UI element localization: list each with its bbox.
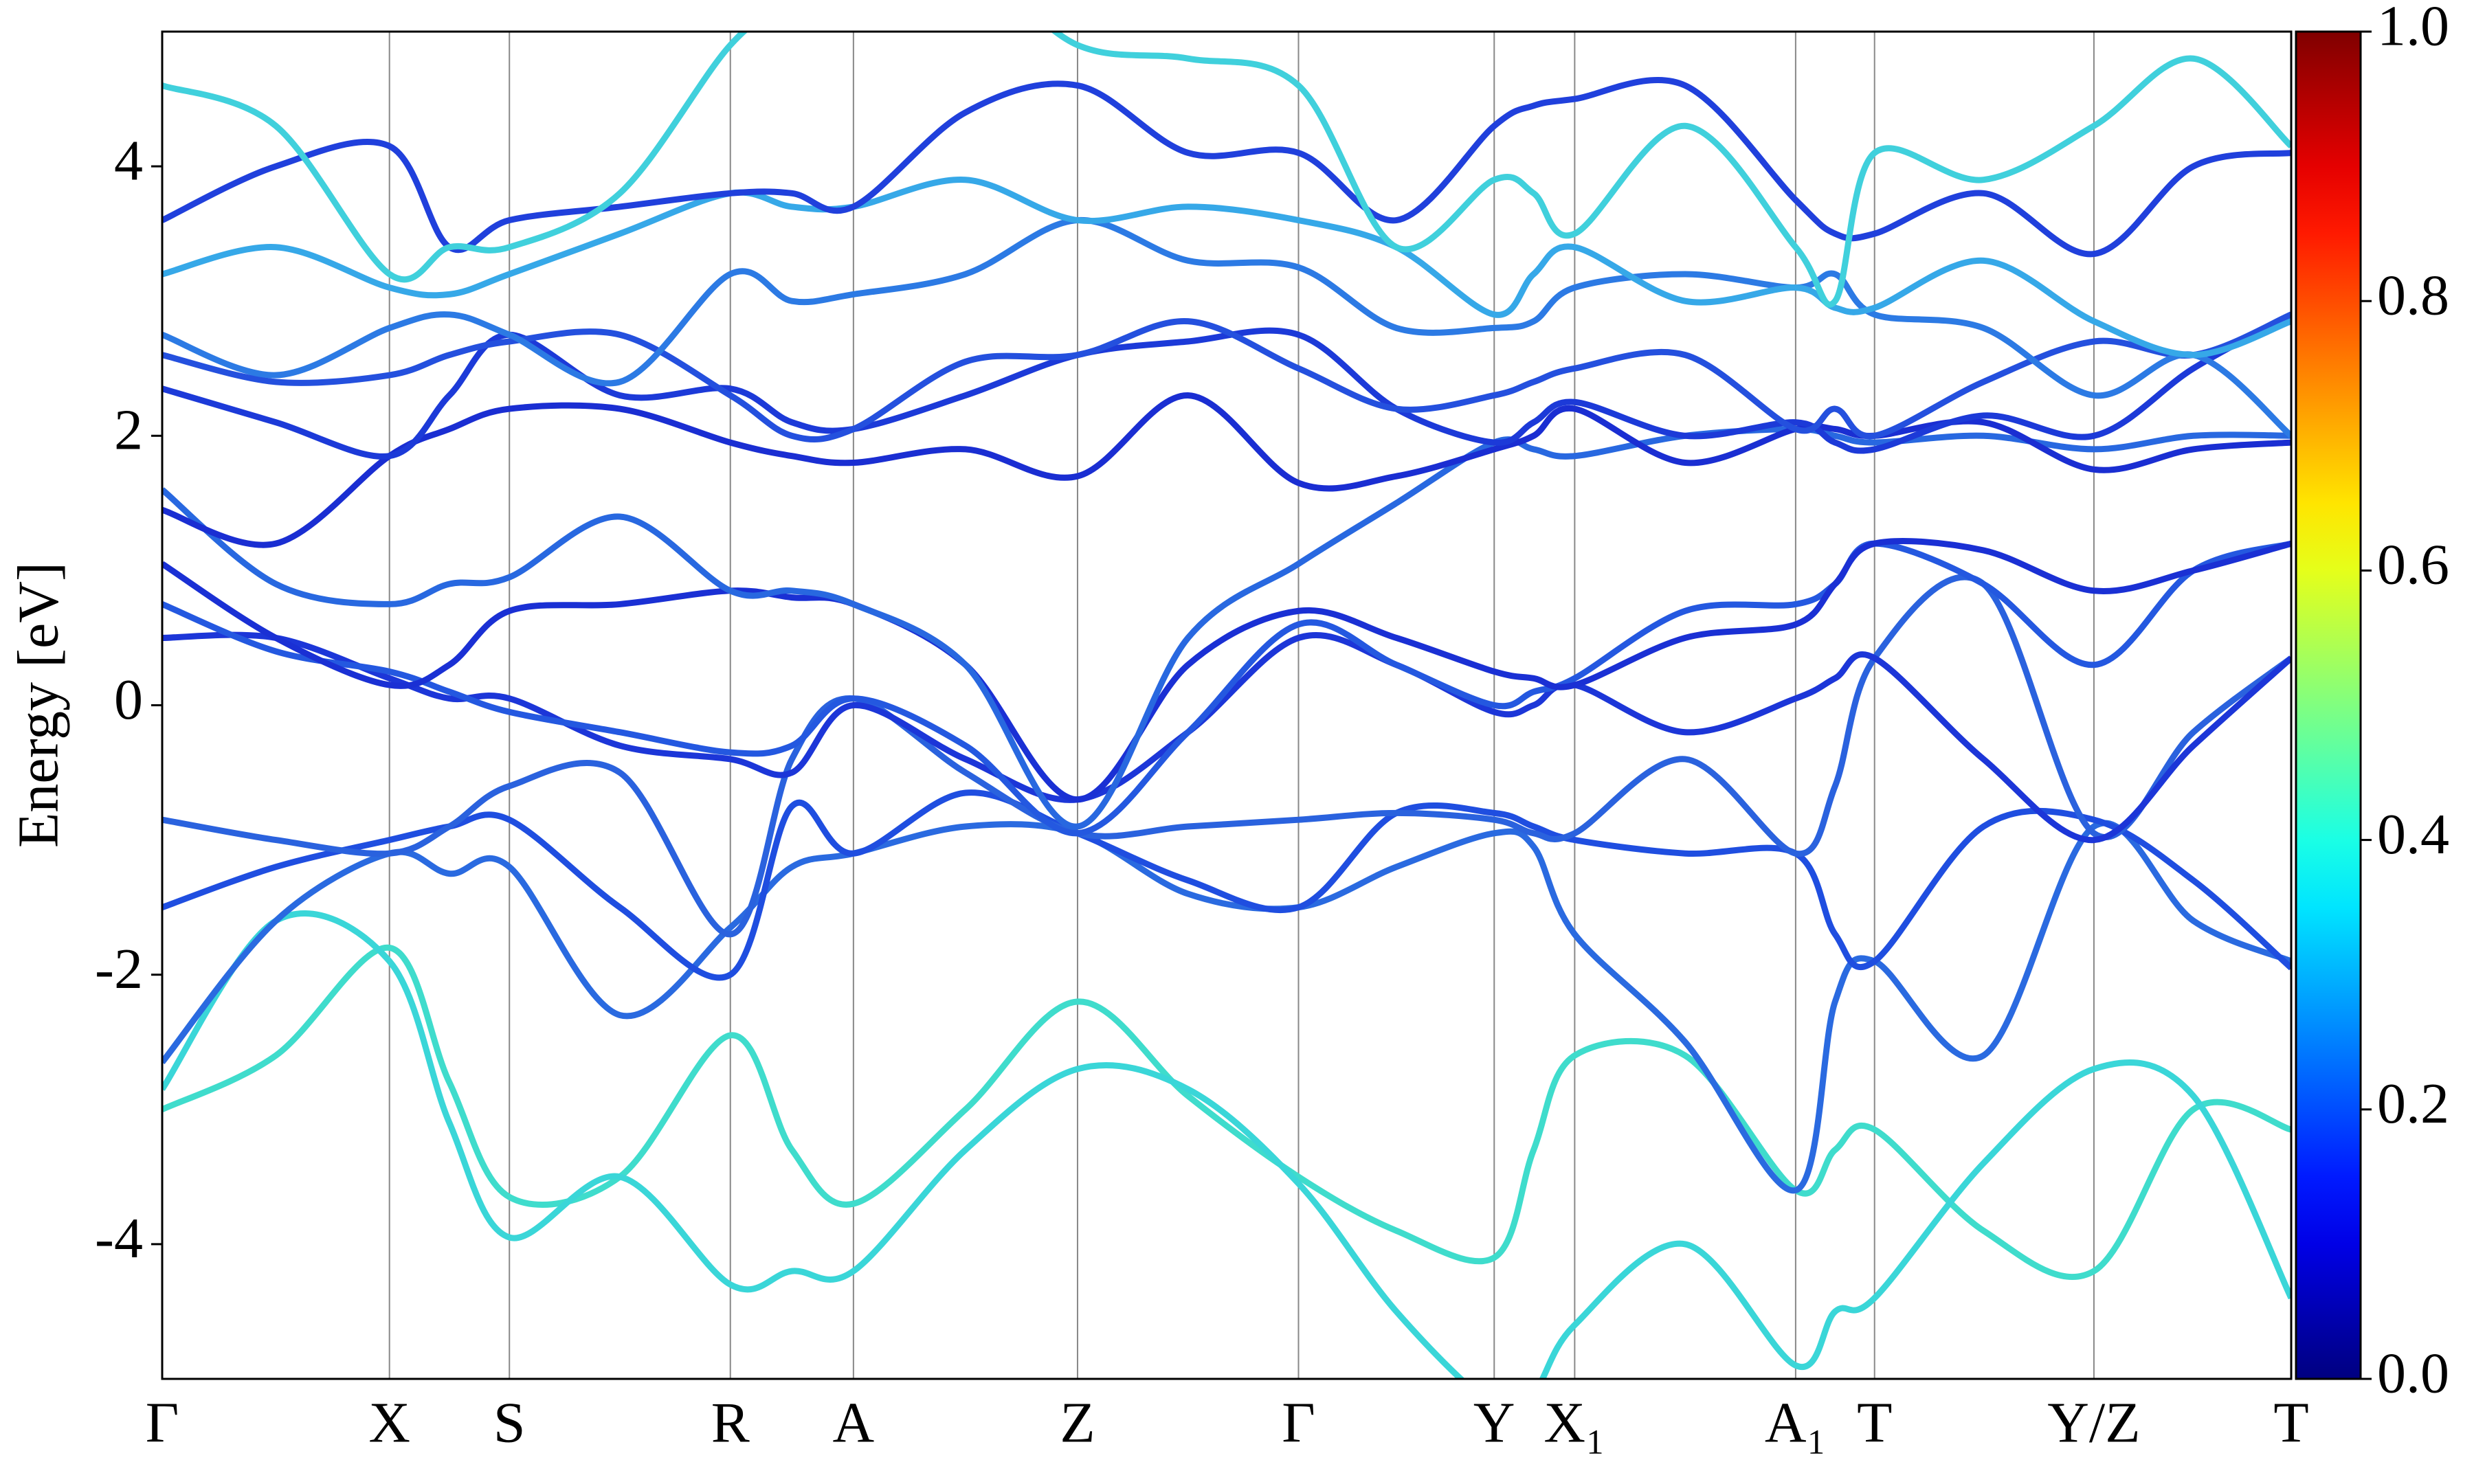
y-axis-label: Energy [eV]	[6, 562, 70, 848]
x-tick-label: X	[368, 1391, 410, 1454]
colorbar-tick-label: 0.4	[2377, 802, 2449, 866]
colorbar-tick-label: 0.2	[2377, 1072, 2449, 1136]
y-tick-label: 4	[114, 128, 143, 192]
y-tick-label: 0	[114, 668, 143, 732]
x-tick-label: A	[833, 1391, 875, 1454]
y-tick-label: -2	[95, 937, 143, 1001]
band	[162, 425, 2291, 830]
x-tick-label: Z	[1060, 1391, 1095, 1454]
x-tick-label: T	[1857, 1391, 1892, 1454]
band	[162, 944, 2291, 1281]
band	[162, 631, 2291, 844]
y-tick-label: -4	[95, 1206, 143, 1270]
x-tick-label: S	[493, 1391, 526, 1454]
colorbar-tick-label: 0.6	[2377, 533, 2449, 597]
x-tick-label: T	[2273, 1391, 2308, 1454]
y-tick-label: 2	[114, 398, 143, 462]
x-tick-label: R	[711, 1391, 750, 1454]
band	[162, 574, 2291, 938]
band	[162, 76, 2291, 258]
x-tick-label: Γ	[1282, 1391, 1315, 1454]
band	[162, 217, 2291, 438]
band	[162, 540, 2291, 837]
band	[162, 789, 2291, 981]
band	[162, 538, 2291, 803]
colorbar-tick-label: 0.0	[2377, 1341, 2449, 1405]
band	[162, 910, 2291, 1379]
x-tick-label: X₁	[1544, 1391, 1605, 1454]
bands	[162, 32, 2291, 1379]
plot-frame	[161, 30, 2293, 1380]
x-tick-label: Y/Z	[2047, 1391, 2140, 1454]
band	[162, 820, 2291, 1194]
band	[162, 32, 2291, 308]
x-tick-label: Γ	[146, 1391, 179, 1454]
x-tick-label: A₁	[1765, 1391, 1827, 1454]
colorbar-tick-label: 1.0	[2377, 0, 2449, 58]
colorbar	[2295, 30, 2362, 1380]
colorbar-tick-label: 0.8	[2377, 263, 2449, 327]
band	[162, 177, 2291, 359]
x-tick-label: Y	[1473, 1391, 1515, 1454]
